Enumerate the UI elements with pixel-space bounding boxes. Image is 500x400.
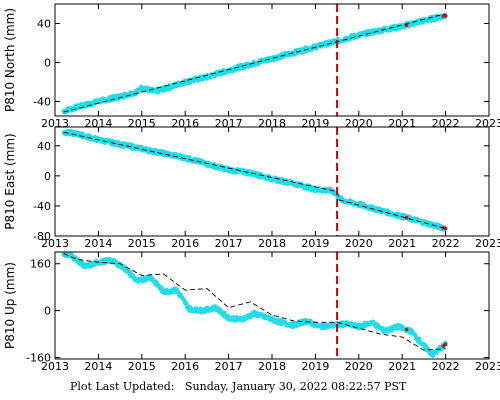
- x-tick-label: 2017: [215, 237, 243, 250]
- x-tick-label: 2013: [41, 360, 69, 373]
- outlier-points-up: [404, 327, 448, 348]
- x-tick-label: 2019: [301, 360, 329, 373]
- plot-area-north: [61, 13, 448, 115]
- observed-point: [417, 336, 422, 342]
- x-tick-label: 2018: [258, 360, 286, 373]
- x-tick-label: 2015: [128, 237, 156, 250]
- x-tick-label: 2021: [388, 237, 416, 250]
- x-tick-label: 2016: [171, 237, 199, 250]
- x-tick-label: 2021: [388, 360, 416, 373]
- observed-series-up: [61, 252, 448, 358]
- outlier-point: [443, 342, 448, 347]
- x-tick-label: 2023: [475, 360, 500, 373]
- x-tick-label: 2015: [128, 360, 156, 373]
- y-axis-label-east: P810 East (mm): [3, 133, 17, 229]
- outlier-points-north: [404, 13, 448, 28]
- x-tick-label: 2018: [258, 237, 286, 250]
- last-updated-value: Sunday, January 30, 2022 08:22:57 PST: [184, 380, 407, 393]
- x-tick-label: 2014: [84, 360, 112, 373]
- model-line-east: [63, 131, 446, 229]
- plot-area-up: [61, 252, 448, 358]
- panel-east: 2013 2014 2015 2016 2017 2018 2019 2020 2021 2022…: [3, 126, 500, 250]
- x-tick-label: 2022: [432, 360, 460, 373]
- y-tick-label: -40: [33, 200, 51, 213]
- x-tick-label: 2020: [345, 360, 373, 373]
- x-tick-label: 2020: [345, 237, 373, 250]
- outlier-point: [404, 215, 409, 220]
- last-updated-footer: Plot Last Updated: Sunday, January 30, 2…: [70, 380, 406, 393]
- y-tick-label: -80: [33, 230, 51, 243]
- x-tick-label: 2023: [475, 117, 500, 130]
- x-tick-label: 2014: [84, 237, 112, 250]
- x-tick-label: 2017: [215, 360, 243, 373]
- y-axis-label-up: P810 Up (mm): [3, 262, 17, 349]
- x-tick-label: 2019: [301, 237, 329, 250]
- x-tick-label: 2016: [171, 360, 199, 373]
- last-updated-label: Plot Last Updated:: [70, 380, 175, 393]
- y-tick-label: 0: [44, 305, 51, 318]
- outlier-point: [404, 327, 409, 332]
- x-tick-label: 2013: [41, 237, 69, 250]
- outlier-point: [443, 13, 448, 18]
- y-tick-label: -40: [33, 95, 51, 108]
- outlier-point: [443, 226, 448, 231]
- y-tick-label: 40: [37, 17, 51, 30]
- model-line-up: [63, 253, 446, 351]
- y-tick-label: 0: [44, 170, 51, 183]
- x-tick-label: 2022: [432, 237, 460, 250]
- panel-up: 2013 2014 2015 2016 2017 2018 2019 2020 2021 2022…: [3, 251, 500, 373]
- panel-north: 2013 2014 2015 2016 2017 2018 2019 2020 2021 2022…: [3, 3, 500, 130]
- y-axis-label-north: P810 North (mm): [3, 8, 17, 112]
- observed-point: [237, 67, 242, 72]
- y-tick-label: -160: [26, 352, 51, 365]
- y-tick-label: 0: [44, 56, 51, 69]
- x-tick-label: 2023: [475, 237, 500, 250]
- model-line-north: [63, 13, 446, 113]
- plot-area-east: [61, 128, 448, 232]
- y-tick-label: 160: [30, 258, 51, 271]
- y-tick-label: 40: [37, 140, 51, 153]
